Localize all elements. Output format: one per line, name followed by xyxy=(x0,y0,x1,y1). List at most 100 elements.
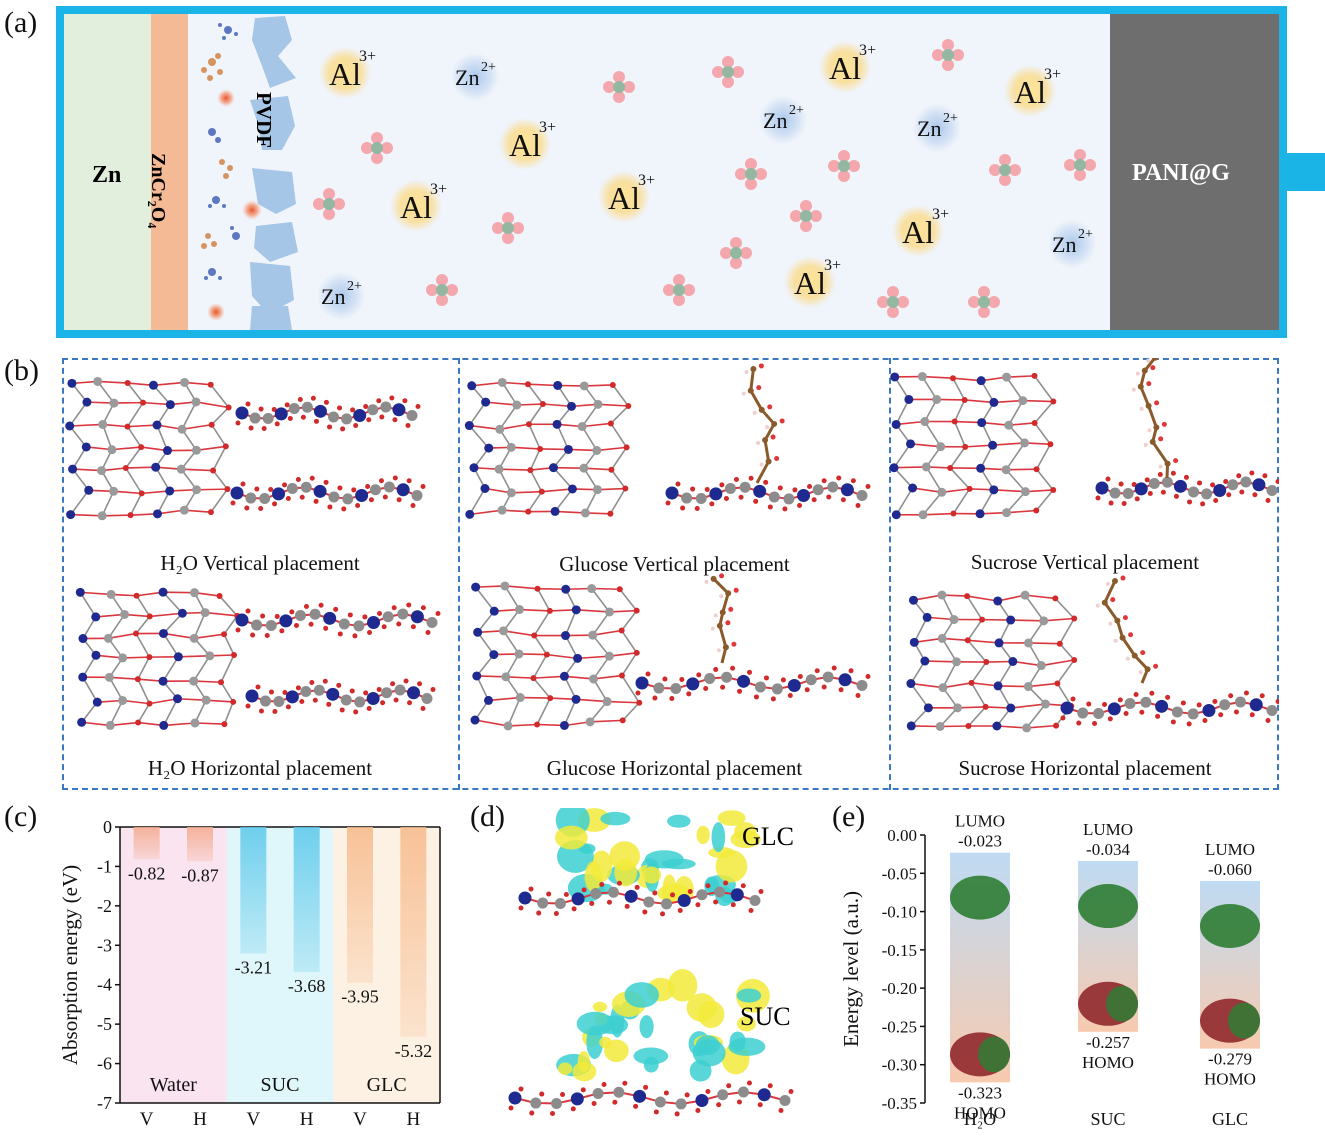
svg-text:2+: 2+ xyxy=(481,60,496,75)
al-ion: Al3+ xyxy=(784,256,841,308)
electrolyte-region xyxy=(64,14,1110,330)
h2o-vertical-slab-top xyxy=(235,395,421,432)
lumo-orbital xyxy=(950,875,1010,920)
anion-cluster xyxy=(989,154,1021,186)
lumo-label: LUMO xyxy=(1083,820,1133,839)
glucose-vertical-slab xyxy=(665,475,871,512)
homo-orbital-lobe xyxy=(978,1036,1010,1073)
al-ion: Al3+ xyxy=(598,171,655,223)
coating-layer xyxy=(151,14,188,330)
y-tick-label: -4 xyxy=(97,975,112,995)
svg-text:3+: 3+ xyxy=(932,206,949,223)
anion-cluster xyxy=(492,212,524,244)
cathode-label: PANI@G xyxy=(1132,160,1230,186)
x-tick-label: V xyxy=(140,1109,154,1130)
svg-text:Al: Al xyxy=(400,189,432,225)
x-tick-label: V xyxy=(353,1109,367,1130)
anion-cluster xyxy=(663,274,695,306)
y-tick-label: 0.00 xyxy=(887,826,917,845)
svg-text:3+: 3+ xyxy=(359,48,376,65)
lumo-orbital xyxy=(1078,884,1138,929)
bar-value-label: -0.82 xyxy=(128,863,166,883)
group-background-0 xyxy=(120,827,227,1103)
ion-layer: Al3+Al3+Al3+ Al3+Al3+Al3+Al3+Al3+Zn 2+Zn 2+… xyxy=(317,41,1096,320)
svg-text:2+: 2+ xyxy=(1078,227,1093,242)
y-tick-label: -0.20 xyxy=(882,979,917,998)
caption-glucose-vertical: Glucose Vertical placement xyxy=(559,552,790,576)
homo-value: -0.257 xyxy=(1086,1033,1130,1052)
lumo-label: LUMO xyxy=(955,815,1005,831)
al-ion: Al3+ xyxy=(390,180,447,232)
group-label: Water xyxy=(150,1074,198,1096)
x-tick-label: H xyxy=(193,1109,207,1130)
anion-cluster xyxy=(361,132,393,164)
category-label: GLC xyxy=(1212,1109,1248,1129)
anion-clusters xyxy=(313,39,1096,318)
bar-value-label: -3.95 xyxy=(341,987,379,1007)
svg-text:2+: 2+ xyxy=(789,103,804,118)
group-label: GLC xyxy=(367,1074,407,1096)
panel-label-e: (e) xyxy=(832,800,866,833)
h2o-horizontal-topview xyxy=(75,587,241,730)
y-tick-label: -5 xyxy=(97,1014,112,1034)
svg-text:3+: 3+ xyxy=(430,181,447,198)
svg-text:3+: 3+ xyxy=(638,172,655,189)
additive-molecules xyxy=(201,23,262,321)
zn-ion: Zn 2+ xyxy=(317,272,365,320)
homo-value: -0.279 xyxy=(1208,1050,1252,1069)
y-axis-label: Absorption energy (eV) xyxy=(58,865,82,1065)
suc-slab xyxy=(508,1080,794,1117)
panel-b-divider-2 xyxy=(889,358,891,790)
homo-label: HOMO xyxy=(1204,1070,1256,1089)
sucrose-horizontal-molecule xyxy=(1095,575,1159,684)
svg-text:Zn: Zn xyxy=(917,116,941,141)
zn-anode xyxy=(64,14,151,330)
panel-label-c: (c) xyxy=(4,800,38,833)
glucose-vertical-molecule xyxy=(741,363,785,484)
label-glc: GLC xyxy=(742,822,794,851)
x-tick-label: H xyxy=(406,1109,420,1130)
svg-text:Al: Al xyxy=(829,50,861,86)
lumo-label: LUMO xyxy=(1205,840,1255,859)
svg-text:Zn: Zn xyxy=(1052,232,1076,257)
al-ion: Al3+ xyxy=(819,41,876,93)
bar xyxy=(133,827,160,860)
anion-cluster xyxy=(828,150,860,182)
sucrose-horizontal-topview xyxy=(906,590,1078,733)
y-tick-label: -6 xyxy=(97,1054,112,1074)
lumo-value: -0.034 xyxy=(1086,840,1130,859)
lumo-value: -0.060 xyxy=(1208,860,1252,879)
sucrose-vertical-topview xyxy=(889,372,1057,520)
al-ion: Al3+ xyxy=(892,205,949,257)
svg-text:Al: Al xyxy=(608,180,640,216)
svg-text:3+: 3+ xyxy=(859,42,876,59)
homo-value: -0.323 xyxy=(958,1083,1002,1102)
homo-label: HOMO xyxy=(954,1103,1006,1122)
category-label: H₂O xyxy=(964,1109,996,1129)
lumo-orbital xyxy=(1200,903,1260,948)
bar xyxy=(240,827,267,954)
bar-value-label: -0.87 xyxy=(181,865,219,885)
y-tick-label: -0.05 xyxy=(882,864,917,883)
svg-text:3+: 3+ xyxy=(824,257,841,274)
caption-sucrose-horizontal: Sucrose Horizontal placement xyxy=(958,756,1212,780)
battery-schematic: Al3+Al3+Al3+ Al3+Al3+Al3+Al3+Al3+Zn 2+Zn 2+… xyxy=(56,6,1325,338)
homo-orbital-lobe xyxy=(1106,985,1138,1022)
y-tick-label: -0.15 xyxy=(882,941,917,960)
zn-ion: Zn 2+ xyxy=(451,53,499,101)
svg-text:3+: 3+ xyxy=(1044,66,1061,83)
anion-cluster xyxy=(968,286,1000,318)
caption-sucrose-vertical: Sucrose Vertical placement xyxy=(970,550,1200,574)
bar-value-label: -3.68 xyxy=(288,976,326,996)
anion-cluster xyxy=(603,71,635,103)
bar xyxy=(187,827,213,862)
panel-label-b: (b) xyxy=(4,354,39,387)
h2o-horizontal-slab-top xyxy=(235,602,441,639)
y-tick-label: -3 xyxy=(97,935,112,955)
suc-charge-density xyxy=(556,969,770,1082)
label-suc: SUC xyxy=(740,1002,791,1031)
panel-b-divider-1 xyxy=(458,358,460,790)
charge-density-structures xyxy=(508,808,794,1117)
x-tick-label: V xyxy=(246,1109,260,1130)
svg-text:Al: Al xyxy=(794,265,826,301)
